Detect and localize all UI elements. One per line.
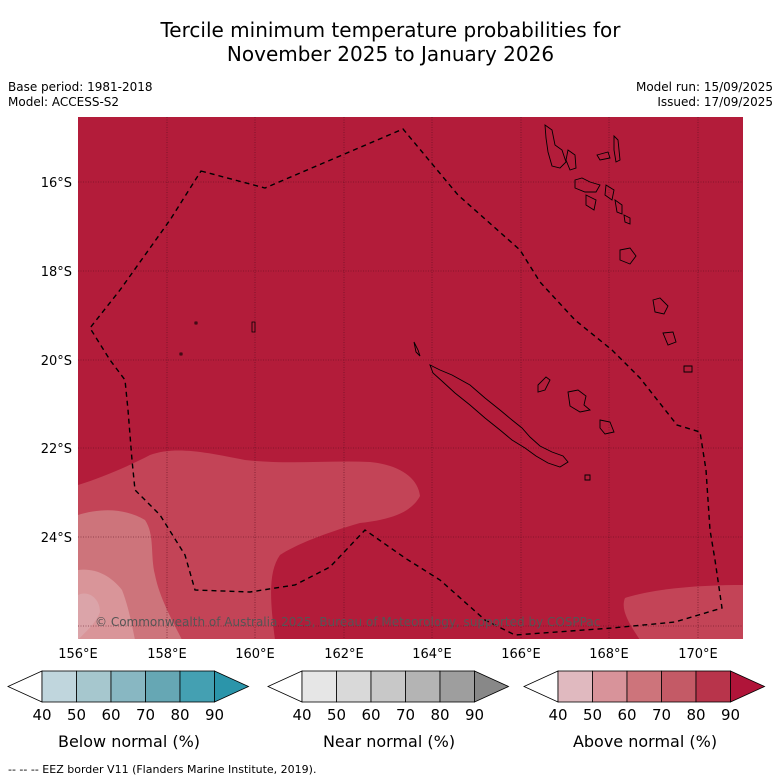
small-islands [179, 321, 256, 356]
above-normal-tick-label: 80 [686, 706, 705, 724]
base-period: Base period: 1981-2018 [8, 80, 153, 94]
near-normal-tick-label: 40 [292, 706, 311, 724]
below-normal-tick-label: 70 [136, 706, 155, 724]
above-normal-tick-label: 40 [548, 706, 567, 724]
above-normal-tick-label: 90 [721, 706, 740, 724]
above-70-80-region-east [623, 585, 743, 639]
lon-label: 166°E [501, 647, 541, 662]
above-70-80-region [78, 450, 420, 639]
above-normal-color-segment [626, 670, 662, 703]
below-normal-tick-label: 50 [67, 706, 86, 724]
near-normal-tick-label: 90 [465, 706, 484, 724]
meta-right: Model run: 15/09/2025 Issued: 17/09/2025 [636, 80, 773, 110]
model-run: Model run: 15/09/2025 [635, 80, 773, 94]
near-normal-tick-label: 60 [361, 706, 380, 724]
below-normal-color-segment [110, 670, 146, 703]
graticule [78, 117, 743, 639]
title-line-2: November 2025 to January 2026 [226, 42, 555, 66]
below-normal-under-triangle [7, 670, 43, 703]
below-normal-over-triangle [214, 670, 250, 703]
below-normal-color-segment [179, 670, 215, 703]
lon-label: 156°E [58, 647, 98, 662]
lon-label: 160°E [235, 647, 275, 662]
lat-label: 20°S [41, 354, 72, 369]
lon-label: 162°E [324, 647, 364, 662]
eez-border-line [89, 128, 723, 636]
vanuatu-coast [544, 124, 693, 373]
below-normal-tick-label: 40 [32, 706, 51, 724]
below-normal-color-segment [145, 670, 181, 703]
above-40-50-region [78, 593, 100, 639]
near-normal-tick-label: 70 [396, 706, 415, 724]
copyright-text: © Commonwealth of Australia 2025, Bureau… [95, 615, 600, 629]
near-normal-color-segment [405, 670, 441, 703]
above-normal-colorbar: 40 50 60 70 80 90 [523, 670, 766, 724]
below-normal-color-segment [41, 670, 77, 703]
new-caledonia-coast [413, 341, 615, 481]
lon-label: 164°E [412, 647, 452, 662]
above-normal-color-segment [661, 670, 697, 703]
lon-label: 170°E [678, 647, 718, 662]
above-normal-color-segment [695, 670, 731, 703]
near-normal-under-triangle [267, 670, 303, 703]
above-normal-color-segment [557, 670, 593, 703]
lon-label: 168°E [589, 647, 629, 662]
near-normal-over-triangle [474, 670, 510, 703]
near-normal-colorbar: 40 50 60 70 80 90 [267, 670, 510, 724]
below-normal-colorbar: 40 50 60 70 80 90 [7, 670, 250, 724]
below-normal-tick-label: 90 [205, 706, 224, 724]
map-title: Tercile minimum temperature probabilitie… [0, 18, 781, 66]
near-normal-color-segment [336, 670, 372, 703]
lat-label: 18°S [41, 265, 72, 280]
below-normal-tick-label: 60 [101, 706, 120, 724]
below-normal-tick-label: 80 [170, 706, 189, 724]
issued-date: Issued: 17/09/2025 [657, 95, 773, 109]
above-normal-color-segment [592, 670, 628, 703]
lat-axis: 16°S 18°S 20°S 22°S 24°S [41, 176, 72, 546]
near-normal-color-segment [301, 670, 337, 703]
above-normal-label: Above normal (%) [573, 732, 717, 751]
meta-left: Base period: 1981-2018 Model: ACCESS-S2 [8, 80, 153, 110]
near-normal-color-segment [439, 670, 475, 703]
eez-footnote: -- -- -- EEZ border V11 (Flanders Marine… [8, 763, 317, 776]
above-normal-tick-label: 70 [652, 706, 671, 724]
near-normal-tick-label: 50 [327, 706, 346, 724]
above-normal-tick-label: 50 [583, 706, 602, 724]
model-name: Model: ACCESS-S2 [8, 95, 120, 109]
near-normal-color-segment [370, 670, 406, 703]
lon-label: 158°E [147, 647, 187, 662]
below-normal-label: Below normal (%) [58, 732, 200, 751]
near-normal-label: Near normal (%) [323, 732, 455, 751]
probability-field: © Commonwealth of Australia 2025, Bureau… [78, 117, 743, 639]
lat-label: 24°S [41, 531, 72, 546]
lon-axis: 156°E 158°E 160°E 162°E 164°E 166°E 168°… [58, 647, 718, 662]
above-normal-tick-label: 60 [617, 706, 636, 724]
above-normal-under-triangle [523, 670, 559, 703]
above-normal-over-triangle [730, 670, 766, 703]
near-normal-tick-label: 80 [430, 706, 449, 724]
lat-label: 16°S [41, 176, 72, 191]
lat-label: 22°S [41, 442, 72, 457]
below-normal-color-segment [76, 670, 112, 703]
title-line-1: Tercile minimum temperature probabilitie… [160, 18, 621, 42]
